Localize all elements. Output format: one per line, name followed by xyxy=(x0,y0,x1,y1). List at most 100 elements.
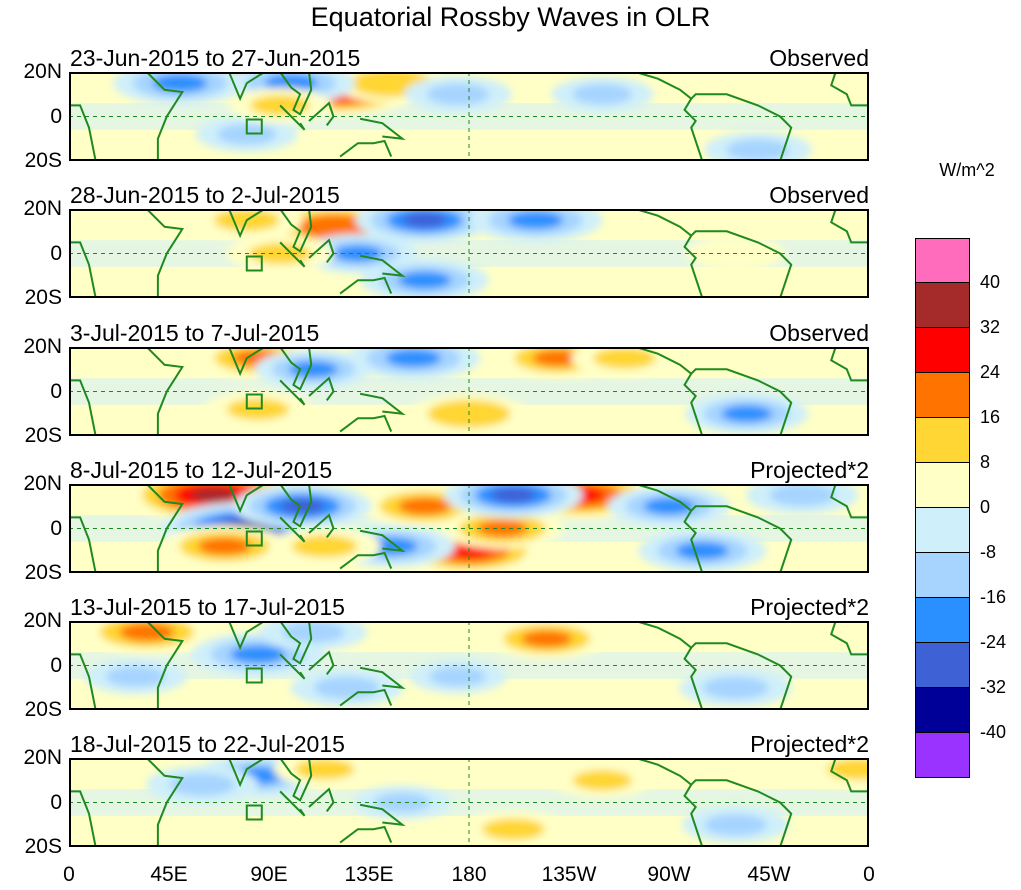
anomaly-blob xyxy=(291,535,358,558)
anomaly-blob xyxy=(508,211,564,230)
coastline xyxy=(279,209,313,253)
reference-box xyxy=(245,393,263,410)
latitude-label: 20S xyxy=(24,424,62,447)
reference-box xyxy=(245,118,263,135)
anomaly-blob xyxy=(402,212,447,228)
coastline xyxy=(279,347,313,391)
colorbar-segment xyxy=(915,508,970,553)
coastline xyxy=(279,484,313,528)
coastline xyxy=(279,516,306,543)
reference-box xyxy=(245,667,263,684)
coastline xyxy=(279,241,306,268)
coastline xyxy=(635,347,793,436)
colorbar-label: -16 xyxy=(980,587,1007,607)
colorbar-segment xyxy=(915,688,970,733)
panel-frame xyxy=(69,621,869,710)
olr-map xyxy=(69,621,869,710)
colorbar-segment xyxy=(915,643,970,688)
reference-box xyxy=(245,530,263,547)
panel-frame xyxy=(69,72,869,161)
anomaly-blob xyxy=(426,83,490,105)
anomaly-blob xyxy=(398,497,451,515)
anomaly-blob xyxy=(702,676,769,699)
anomaly-blob xyxy=(398,271,451,289)
latitude-label: 0 xyxy=(50,790,62,814)
coastline xyxy=(279,104,306,131)
coastline xyxy=(228,758,266,788)
coastline xyxy=(339,551,393,570)
longitude-label: 45W xyxy=(747,863,791,886)
colorbar-label: 24 xyxy=(980,362,1001,382)
coastline xyxy=(683,647,704,710)
coastline xyxy=(228,484,266,514)
anomaly-blob xyxy=(675,542,729,560)
coastline xyxy=(359,392,406,416)
colorbar-label: -32 xyxy=(980,677,1007,697)
anomaly-blob xyxy=(230,645,286,664)
coastline xyxy=(683,235,704,298)
olr-map xyxy=(69,758,869,847)
latitude-label: 20N xyxy=(23,746,62,769)
coastline xyxy=(339,276,393,295)
coastline xyxy=(683,98,704,161)
panel-kind: Projected*2 xyxy=(750,594,869,620)
colorbar-segment xyxy=(915,238,970,283)
anomaly-blob xyxy=(313,676,380,699)
panel-dates: 8-Jul-2015 to 12-Jul-2015 xyxy=(70,457,333,483)
latitude-label: 20S xyxy=(24,698,62,721)
anomaly-blob xyxy=(593,347,656,369)
reference-box xyxy=(245,255,263,272)
latitude-label: 0 xyxy=(50,379,62,403)
anomaly-blob xyxy=(190,488,237,503)
anomaly-blob xyxy=(386,349,441,368)
longitude-label: 135W xyxy=(541,863,597,886)
panel-frame xyxy=(69,484,869,573)
colorbar xyxy=(915,238,970,778)
coastline xyxy=(683,510,704,573)
panel-frame xyxy=(69,758,869,847)
longitude-label: 90E xyxy=(250,863,288,886)
coastline xyxy=(308,650,335,675)
panel-dates: 13-Jul-2015 to 17-Jul-2015 xyxy=(70,594,345,620)
anomaly-blob xyxy=(769,484,836,507)
coastline xyxy=(308,376,335,401)
colorbar-segment xyxy=(915,418,970,463)
colorbar-label: 16 xyxy=(980,407,1001,427)
coastline xyxy=(308,238,335,263)
panel-dates: 18-Jul-2015 to 22-Jul-2015 xyxy=(70,731,345,757)
anomaly-blob xyxy=(572,84,633,105)
panel-dates: 23-Jun-2015 to 27-Jun-2015 xyxy=(70,45,361,71)
coastline xyxy=(228,209,266,239)
anomaly-blob xyxy=(704,814,767,836)
panel-dates: 3-Jul-2015 to 7-Jul-2015 xyxy=(70,320,320,346)
colorbar-segment xyxy=(915,553,970,598)
coastline xyxy=(69,209,185,298)
colorbar-segment xyxy=(915,283,970,328)
coastline xyxy=(635,72,793,161)
anomaly-blob xyxy=(119,623,175,642)
coastline xyxy=(359,117,406,141)
coastline xyxy=(635,758,793,847)
coastline xyxy=(69,72,185,161)
coastline xyxy=(69,758,185,847)
colorbar-label: -24 xyxy=(980,632,1007,652)
chart-title: Equatorial Rossby Waves in OLR xyxy=(310,2,711,32)
panel-frame xyxy=(69,347,869,436)
anomaly-blob xyxy=(289,361,338,378)
anomaly-blob xyxy=(491,487,536,503)
map-panel-1 xyxy=(69,72,869,161)
olr-map xyxy=(69,347,869,436)
colorbar-label: 8 xyxy=(980,452,991,472)
anomaly-blob xyxy=(313,219,358,234)
coastline xyxy=(279,621,313,665)
anomaly-blob xyxy=(726,139,790,161)
map-panel-4 xyxy=(69,484,869,573)
latitude-label: 20S xyxy=(24,835,62,858)
coastline xyxy=(683,784,704,847)
coastline xyxy=(279,790,306,817)
panel-kind: Projected*2 xyxy=(750,457,869,483)
latitude-label: 20N xyxy=(23,197,62,220)
colorbar-units: W/m^2 xyxy=(939,160,995,180)
coastline xyxy=(228,347,266,377)
coastline xyxy=(359,803,406,827)
